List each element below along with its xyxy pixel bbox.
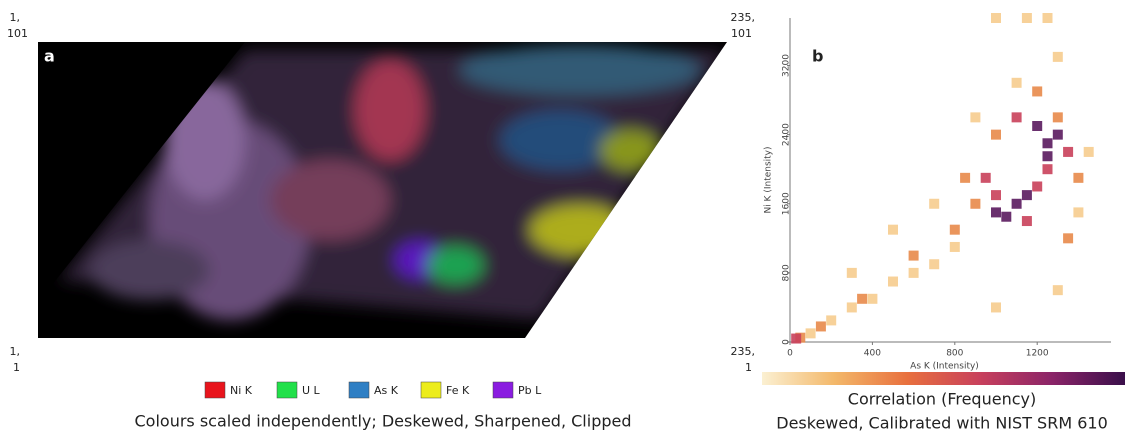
- density-cell: [1011, 112, 1022, 123]
- density-cell: [1052, 51, 1063, 62]
- legend-swatch: [492, 381, 514, 399]
- corner-label: 1,: [10, 11, 21, 24]
- density-cell: [888, 276, 898, 287]
- legend-swatch: [276, 381, 298, 399]
- legend-label: Ni K: [230, 384, 253, 397]
- density-cell: [1011, 198, 1022, 209]
- density-cell: [970, 198, 981, 209]
- density-cell: [949, 241, 960, 252]
- density-cell: [1032, 181, 1043, 192]
- legend-label: Pb L: [518, 384, 542, 397]
- corner-label: 1: [745, 361, 752, 374]
- density-cell: [908, 250, 919, 261]
- colorbar-label: Correlation (Frequency): [848, 390, 1036, 409]
- corner-label: 101: [7, 27, 28, 40]
- x-tick-label: 0: [787, 349, 793, 359]
- density-cell: [1063, 146, 1074, 157]
- density-cell: [857, 293, 868, 304]
- x-tick-label: 400: [864, 349, 881, 359]
- x-tick-label: 1200: [1026, 349, 1049, 359]
- caption: Colours scaled independently; Deskewed, …: [135, 412, 632, 431]
- density-cell: [929, 198, 940, 209]
- density-cell: [826, 315, 837, 326]
- legend-label: As K: [374, 384, 399, 397]
- density-cell: [991, 190, 1001, 201]
- x-tick-label: 800: [946, 349, 963, 359]
- caption: Deskewed, Calibrated with NIST SRM 610: [776, 414, 1108, 433]
- density-cell: [1052, 285, 1063, 296]
- corner-label: 101: [731, 27, 752, 40]
- density-cell: [1042, 164, 1053, 175]
- corner-label: 235,: [731, 345, 756, 358]
- density-cell: [1021, 13, 1032, 23]
- y-tick-label: 0: [782, 339, 792, 345]
- density-cell: [1011, 77, 1022, 88]
- density-cell: [1001, 211, 1012, 222]
- y-tick-label: 3200: [782, 54, 792, 77]
- panel-label: b: [812, 47, 823, 66]
- density-cell: [980, 172, 991, 183]
- density-cell: [1073, 172, 1084, 183]
- density-cell: [846, 267, 857, 278]
- density-cell: [1073, 207, 1084, 218]
- y-tick-label: 2400: [782, 123, 792, 146]
- density-cell: [846, 302, 857, 313]
- map-image: [38, 42, 727, 338]
- density-cell: [970, 112, 981, 123]
- density-cell: [1042, 151, 1053, 162]
- density-cell: [1052, 112, 1063, 123]
- corner-label: 1: [13, 361, 20, 374]
- density-cell: [1021, 190, 1032, 201]
- x-axis-label: As K (Intensity): [910, 362, 979, 372]
- density-cell: [991, 302, 1001, 313]
- density-cell: [929, 259, 940, 270]
- y-axis-label: Ni K (Intensity): [764, 146, 774, 213]
- density-cell: [791, 333, 802, 344]
- density-cell: [991, 13, 1001, 23]
- density-cell: [960, 172, 971, 183]
- legend-label: U L: [302, 384, 321, 397]
- legend-swatch: [420, 381, 442, 399]
- density-cell: [815, 321, 826, 332]
- density-cell: [1042, 138, 1053, 149]
- density-cell: [949, 224, 960, 235]
- density-cell: [888, 224, 898, 235]
- density-cell: [1063, 233, 1074, 244]
- density-cell: [867, 293, 878, 304]
- density-cell: [1052, 129, 1063, 140]
- corner-label: 235,: [731, 11, 756, 24]
- density-cell: [805, 328, 816, 339]
- colorbar: [762, 372, 1125, 385]
- y-tick-label: 800: [782, 264, 792, 281]
- density-cell: [908, 267, 919, 278]
- legend-swatch: [204, 381, 226, 399]
- density-cell: [1083, 146, 1094, 157]
- legend-swatch: [348, 381, 370, 399]
- density-cell: [991, 207, 1001, 218]
- density-cell: [1032, 86, 1043, 97]
- density-cell: [991, 129, 1001, 140]
- corner-label: 1,: [10, 345, 21, 358]
- density-cell: [1042, 13, 1053, 23]
- legend-label: Fe K: [446, 384, 470, 397]
- density-cell: [1021, 216, 1032, 227]
- y-tick-label: 1600: [782, 192, 792, 215]
- density-cell: [1032, 121, 1043, 131]
- panel-label: a: [44, 47, 55, 66]
